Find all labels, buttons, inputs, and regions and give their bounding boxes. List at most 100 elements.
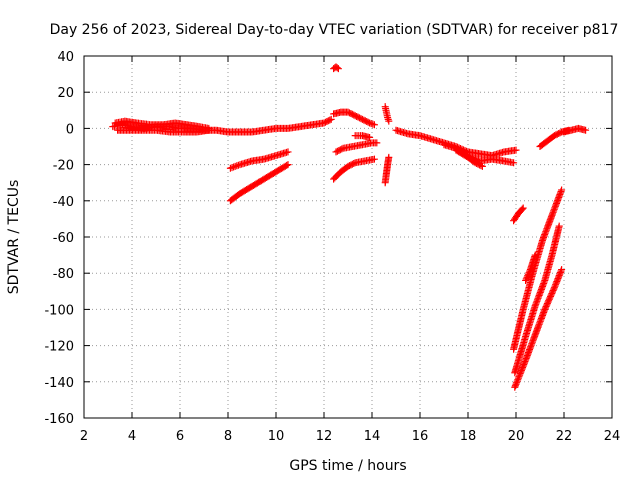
data-point <box>555 222 563 230</box>
data-point <box>333 64 341 72</box>
y-tick-label: 40 <box>57 50 74 65</box>
y-tick-label: -120 <box>44 340 74 355</box>
y-tick-label: -40 <box>53 195 74 210</box>
y-tick-label: -140 <box>44 376 74 391</box>
data-point <box>366 119 374 127</box>
series-arc-e <box>351 132 374 141</box>
data-point <box>522 275 530 283</box>
data-point <box>558 186 566 194</box>
data-point <box>553 278 561 286</box>
data-point <box>522 276 530 284</box>
y-axis-ticks: 40 20 0 -20 -40 -60 -80 -100 -120 -140 -160 <box>44 50 612 427</box>
data-point <box>512 146 520 154</box>
data-point <box>338 145 346 153</box>
data-point <box>233 162 241 170</box>
data-point <box>284 148 292 156</box>
data-point <box>364 118 372 126</box>
data-point <box>525 269 533 277</box>
data-point <box>519 364 527 372</box>
data-point <box>367 120 375 128</box>
y-tick-label: -100 <box>44 303 74 318</box>
data-point <box>370 155 378 163</box>
x-tick-label: 4 <box>128 429 136 444</box>
y-tick-label: -80 <box>53 267 74 282</box>
series-arc-h <box>226 148 292 172</box>
data-point <box>514 376 522 384</box>
x-tick-label: 8 <box>224 429 232 444</box>
x-tick-label: 20 <box>508 429 525 444</box>
x-tick-label: 18 <box>460 429 477 444</box>
data-point <box>334 65 342 73</box>
data-point <box>327 115 335 123</box>
series-main-arc-b <box>111 117 213 132</box>
data-point <box>517 368 525 376</box>
series-arc-u <box>511 266 566 391</box>
data-point <box>228 164 236 172</box>
series-arc-v <box>522 251 539 284</box>
data-point <box>369 120 377 128</box>
series-arc-l <box>381 153 393 187</box>
data-point <box>366 133 374 141</box>
series-arc-i <box>226 161 292 205</box>
data-point <box>552 281 560 289</box>
x-tick-label: 16 <box>412 429 429 444</box>
data-point <box>385 117 393 125</box>
y-tick-label: 0 <box>66 122 74 137</box>
series-arc-o <box>452 146 486 170</box>
series-arc-g <box>330 155 378 183</box>
data-point <box>284 161 292 169</box>
y-tick-label: -160 <box>44 412 74 427</box>
data-point <box>556 270 564 278</box>
data-point <box>520 361 528 369</box>
series-arc-t <box>511 222 563 377</box>
data-point <box>516 371 524 379</box>
data-point <box>523 273 531 281</box>
x-tick-label: 6 <box>176 429 184 444</box>
x-axis-label: GPS time / hours <box>289 458 406 474</box>
data-point <box>524 270 532 278</box>
data-point <box>234 161 242 169</box>
series-arc-f <box>332 139 381 156</box>
data-point <box>513 379 521 387</box>
data-marks <box>109 63 590 391</box>
data-point <box>550 285 558 293</box>
y-tick-label: 20 <box>57 86 74 101</box>
data-point <box>519 204 527 212</box>
series-arc-s <box>510 186 566 353</box>
series-arc-k <box>381 103 393 125</box>
data-point <box>518 205 526 213</box>
data-point <box>385 153 393 161</box>
series-arc-p <box>510 204 527 225</box>
data-point <box>226 164 234 172</box>
data-point <box>511 383 519 391</box>
x-tick-label: 22 <box>556 429 573 444</box>
data-point <box>555 273 563 281</box>
y-tick-label: -20 <box>53 159 74 174</box>
data-point <box>326 116 334 124</box>
data-point <box>524 272 532 280</box>
y-axis-label: SDTVAR / TECUs <box>6 180 22 295</box>
data-point <box>205 126 213 134</box>
data-point <box>558 266 566 274</box>
series-arc-m <box>392 126 520 160</box>
data-point <box>477 162 485 170</box>
data-point <box>582 126 590 134</box>
x-tick-label: 2 <box>80 429 88 444</box>
series-arc-r <box>560 124 590 136</box>
x-axis-ticks: 2 4 6 8 10 12 14 16 18 20 22 24 <box>80 56 620 444</box>
data-point <box>526 267 534 275</box>
series-arc-j <box>330 63 342 73</box>
data-point <box>283 161 291 169</box>
series-arc-d <box>330 108 378 129</box>
data-point <box>510 159 518 167</box>
chart-title: Day 256 of 2023, Sidereal Day-to-day VTE… <box>50 22 619 38</box>
data-point <box>230 163 238 171</box>
data-point <box>370 121 378 129</box>
data-point <box>531 251 539 259</box>
data-point <box>350 160 358 168</box>
y-tick-label: -60 <box>53 231 74 246</box>
data-point <box>231 162 239 170</box>
x-tick-label: 24 <box>604 429 621 444</box>
x-tick-label: 14 <box>364 429 381 444</box>
